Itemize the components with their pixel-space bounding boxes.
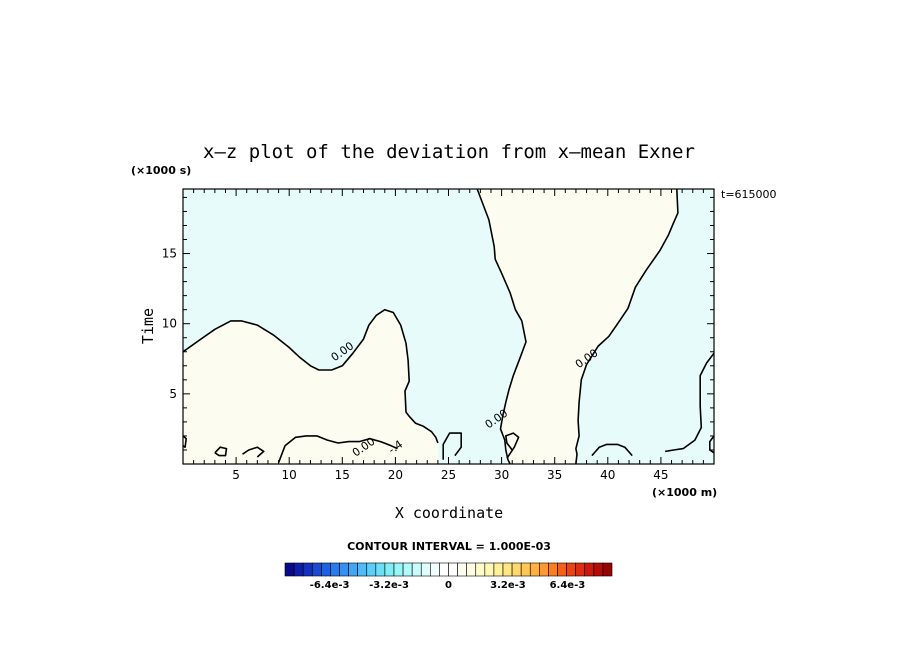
colorbar-cell [393, 562, 404, 577]
colorbar-cell [348, 562, 358, 577]
x-tick-label: 20 [388, 468, 403, 482]
x-tick-label: 45 [653, 468, 668, 482]
contour-line-11 [708, 435, 715, 454]
colorbar-cell [411, 562, 422, 577]
x-unit-label: (×1000 m) [652, 486, 717, 499]
colorbar-cell [548, 562, 558, 577]
colorbar-cell [584, 562, 595, 577]
contour-line-0 [182, 308, 439, 444]
colorbar-cell [439, 562, 449, 577]
contour-line-9 [182, 435, 187, 449]
contour-line-7 [214, 446, 228, 457]
colorbar-cell [520, 562, 531, 577]
colorbar-tick-label: 3.2e-3 [490, 580, 526, 591]
colorbar-cell [529, 562, 540, 577]
x-tick-label: 35 [547, 468, 562, 482]
y-unit-label: (×1000 s) [131, 164, 191, 177]
chart-title: x–z plot of the deviation from x–mean Ex… [203, 141, 695, 163]
colorbar-cell [384, 562, 395, 577]
x-tick-label: 30 [494, 468, 509, 482]
colorbar-cell [448, 562, 458, 577]
x-axis-label: X coordinate [395, 504, 503, 522]
colorbar-cell [375, 562, 386, 577]
time-stamp: t=615000 [721, 188, 777, 201]
colorbar-cell [493, 562, 504, 577]
colorbar: -6.4e-3 -3.2e-3 0 3.2e-3 6.4e-3 [284, 562, 613, 591]
x-tick-label: 15 [335, 468, 350, 482]
contour-line-8 [242, 446, 265, 458]
colorbar-cell [357, 562, 368, 577]
colorbar-cell [457, 562, 467, 577]
contour-line-5 [442, 432, 463, 460]
colorbar-cell [311, 562, 322, 577]
colorbar-cell [339, 562, 349, 577]
colorbar-cell [602, 562, 613, 577]
colorbar-cell [575, 562, 586, 577]
colorbar-cell [366, 562, 377, 577]
colorbar-cell [321, 562, 331, 577]
colorbar-tick-label: 0 [445, 580, 452, 591]
x-tick-label: 40 [600, 468, 615, 482]
colorbar-cell [466, 562, 477, 577]
colorbar-cell [475, 562, 486, 577]
contour-line-10 [591, 443, 633, 457]
colorbar-cell [293, 562, 304, 577]
colorbar-cell [539, 562, 549, 577]
colorbar-tick-label: -6.4e-3 [310, 580, 350, 591]
colorbar-cell [430, 562, 440, 577]
colorbar-cell [284, 562, 295, 577]
colorbar-cell [511, 562, 522, 577]
colorbar-tick-label: 6.4e-3 [550, 580, 586, 591]
contour-interval-label: CONTOUR INTERVAL = 1.000E-03 [347, 540, 551, 553]
y-tick-label: 10 [162, 317, 177, 331]
contour-line-4 [504, 432, 520, 459]
axes: 5 10 15 20 25 30 35 40 45 5 10 15 [162, 188, 715, 482]
region-fills [183, 189, 714, 464]
y-tick-label: 5 [169, 387, 177, 401]
colorbar-cell [593, 562, 604, 577]
x-tick-label: 5 [232, 468, 240, 482]
colorbar-cell [402, 562, 413, 577]
colorbar-cell [302, 562, 313, 577]
x-tick-label: 25 [441, 468, 456, 482]
colorbar-cell [420, 562, 431, 577]
contour-line-1 [476, 188, 527, 465]
colorbar-cell [566, 562, 576, 577]
contour-line-2 [575, 188, 679, 465]
zero-contour-lines [182, 188, 715, 465]
colorbar-cell [557, 562, 567, 577]
colorbar-cell [484, 562, 495, 577]
colorbar-cell [330, 562, 340, 577]
contour-line-3 [664, 352, 715, 453]
x-tick-label: 10 [282, 468, 297, 482]
colorbar-tick-label: -3.2e-3 [369, 580, 409, 591]
contour-line-6 [277, 435, 398, 463]
y-axis-label: Time [139, 308, 157, 344]
positive-region-0 [183, 309, 438, 464]
colorbar-cell [502, 562, 513, 577]
positive-region-1 [477, 189, 678, 464]
y-tick-label: 15 [162, 247, 177, 261]
